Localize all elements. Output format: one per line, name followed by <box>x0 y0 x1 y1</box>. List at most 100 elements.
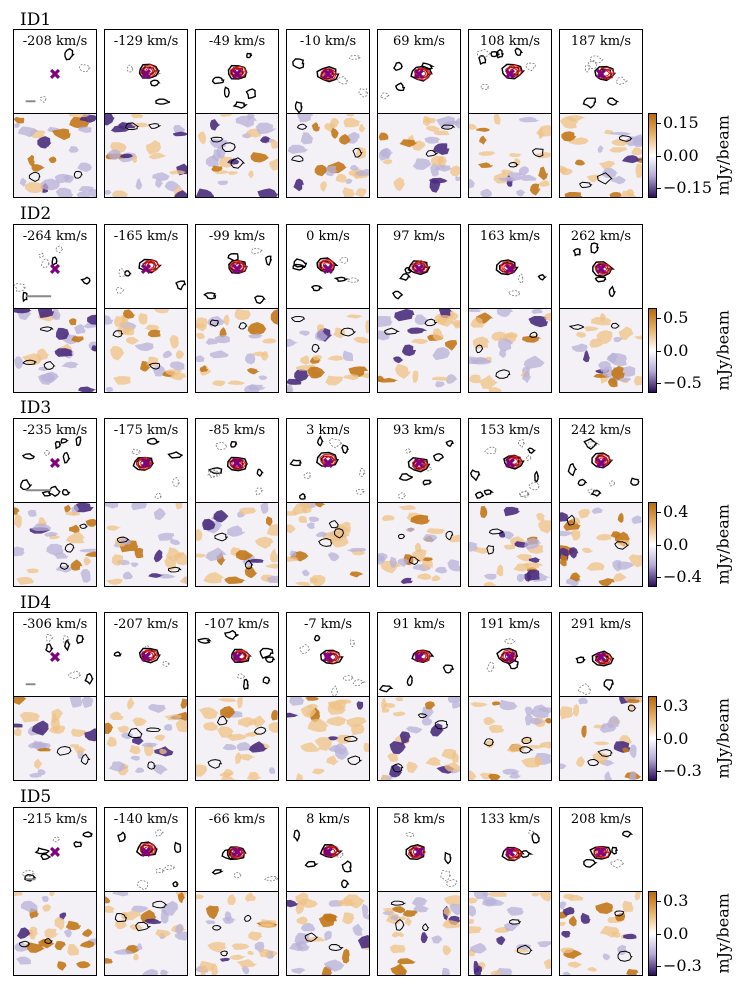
negative-residual-blob <box>345 178 353 185</box>
negative-residual-blob <box>401 344 417 357</box>
positive-residual-blob <box>422 557 434 562</box>
residual-map-panel <box>377 696 461 781</box>
positive-residual-blob <box>29 926 39 940</box>
positive-noise-contour <box>19 479 33 491</box>
centre-cross-icon <box>231 68 243 79</box>
negative-residual-blob <box>432 346 451 361</box>
residual-map-panel <box>559 113 643 198</box>
negative-noise-contour <box>236 673 246 679</box>
positive-residual-blob <box>250 152 269 163</box>
residual-map-panel <box>195 891 279 976</box>
negative-residual-blob <box>144 918 162 925</box>
positive-residual-blob <box>473 547 491 554</box>
velocity-label: 8 km/s <box>306 812 350 827</box>
residual-contour <box>495 369 511 379</box>
negative-residual-blob <box>105 315 114 325</box>
positive-residual-blob <box>175 503 184 510</box>
positive-residual-blob <box>411 338 429 345</box>
contour-map <box>477 47 536 90</box>
negative-residual-blob <box>498 337 514 351</box>
positive-residual-blob <box>311 122 320 132</box>
negative-residual-blob <box>315 531 328 538</box>
contour-channel-panel: 58 km/s <box>377 807 461 892</box>
positive-residual-blob <box>391 906 406 914</box>
positive-residual-blob <box>363 742 369 752</box>
velocity-label: -208 km/s <box>22 34 88 49</box>
residual-map <box>105 503 187 586</box>
residual-map <box>378 697 460 780</box>
negative-residual-blob <box>568 547 579 559</box>
contour-map <box>19 436 82 497</box>
negative-residual-blob <box>561 930 571 938</box>
panel-id-label: ID3 <box>20 398 52 418</box>
residual-contour <box>148 362 161 370</box>
negative-residual-blob <box>604 771 613 780</box>
negative-noise-contour <box>154 492 162 499</box>
positive-residual-blob <box>122 309 136 319</box>
negative-residual-blob <box>631 515 642 525</box>
negative-noise-contour <box>440 869 451 882</box>
negative-residual-blob <box>502 768 520 775</box>
positive-noise-contour <box>445 439 454 448</box>
negative-noise-contour <box>615 76 629 85</box>
positive-residual-blob <box>587 966 598 972</box>
centre-cross-icon <box>49 651 61 662</box>
negative-residual-blob <box>80 569 91 583</box>
contour-channel-panel: -7 km/s <box>286 612 370 697</box>
negative-residual-blob <box>560 530 575 537</box>
positive-noise-contour <box>75 436 82 447</box>
residual-map <box>560 114 642 197</box>
velocity-label: -140 km/s <box>113 812 179 827</box>
residual-contour <box>422 923 429 932</box>
negative-noise-contour <box>255 487 264 496</box>
positive-residual-blob <box>113 376 131 385</box>
contour-map <box>292 55 369 113</box>
negative-residual-blob <box>209 138 230 149</box>
negative-residual-blob <box>14 356 24 370</box>
residual-contour <box>209 319 219 327</box>
positive-noise-contour <box>534 470 539 483</box>
positive-residual-blob <box>443 761 460 772</box>
positive-residual-blob <box>236 697 243 709</box>
negative-noise-contour <box>346 277 360 283</box>
positive-residual-blob <box>613 573 628 582</box>
positive-residual-blob <box>266 563 278 569</box>
negative-noise-contour <box>379 92 390 100</box>
positive-residual-blob <box>358 124 366 133</box>
negative-residual-blob <box>38 366 49 372</box>
negative-residual-blob <box>88 189 96 197</box>
negative-residual-blob <box>287 338 299 347</box>
positive-noise-contour <box>82 831 93 838</box>
residual-contour <box>311 343 320 353</box>
positive-noise-contour <box>341 860 352 873</box>
residual-contour <box>627 704 637 712</box>
model-contour <box>593 846 611 859</box>
negative-noise-contour <box>38 252 44 258</box>
negative-noise-contour <box>233 871 242 879</box>
negative-residual-blob <box>294 369 309 382</box>
negative-residual-blob <box>287 712 300 718</box>
positive-noise-contour <box>54 440 62 450</box>
contour-channel-panel: 8 km/s <box>286 807 370 892</box>
model-contour <box>141 844 155 855</box>
source-contour <box>226 846 247 861</box>
positive-residual-blob <box>397 932 404 938</box>
centre-cross-icon <box>231 263 243 274</box>
positive-residual-blob <box>469 926 483 934</box>
residual-map-panel <box>286 891 370 976</box>
positive-noise-contour <box>150 79 161 87</box>
contour-channel-panel: -215 km/s <box>13 807 97 892</box>
colorbar-unit-label: mJy/beam <box>713 697 733 778</box>
contour-channel-panel: 97 km/s <box>377 224 461 309</box>
negative-noise-contour <box>136 880 149 891</box>
centre-cross-icon <box>595 68 607 79</box>
centre-cross-icon <box>504 263 516 274</box>
residual-map <box>105 309 187 392</box>
positive-residual-blob <box>389 944 406 954</box>
residual-map-panel <box>468 891 552 976</box>
negative-residual-blob <box>295 940 310 952</box>
negative-residual-blob <box>44 531 59 537</box>
positive-residual-blob <box>179 576 187 584</box>
negative-residual-blob <box>31 720 49 736</box>
positive-residual-blob <box>596 330 613 344</box>
